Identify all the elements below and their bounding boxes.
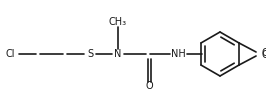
- Text: CH₃: CH₃: [109, 17, 127, 27]
- Text: Cl: Cl: [261, 50, 266, 60]
- Text: NH: NH: [171, 49, 185, 59]
- Text: Cl: Cl: [261, 48, 266, 58]
- Text: O: O: [145, 81, 153, 91]
- Text: N: N: [114, 49, 122, 59]
- Text: S: S: [87, 49, 93, 59]
- Text: Cl: Cl: [5, 49, 15, 59]
